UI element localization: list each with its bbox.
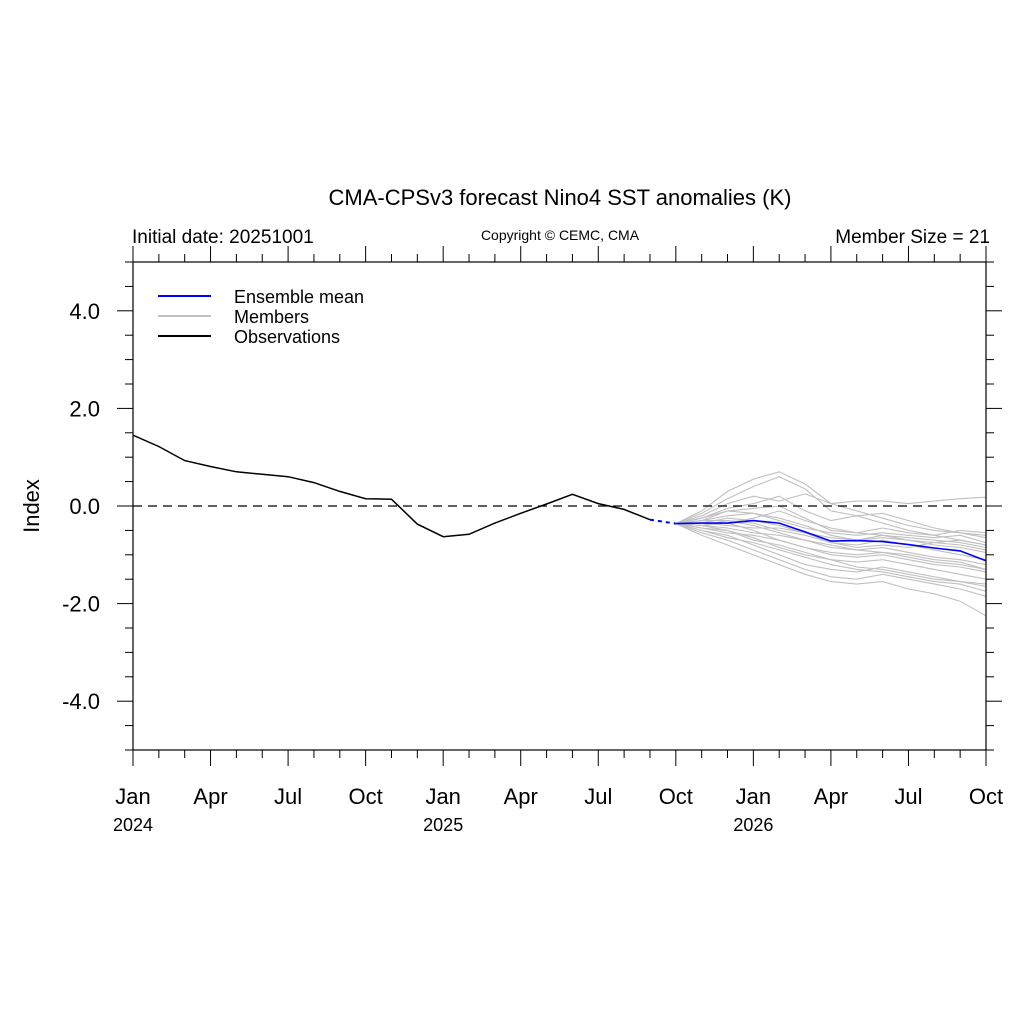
member-line-11 (675, 523, 987, 588)
x-tick-label: Apr (814, 784, 848, 809)
observation-link-line (649, 518, 676, 525)
chart-title: CMA-CPSv3 forecast Nino4 SST anomalies (… (329, 185, 792, 210)
observations-line (132, 434, 651, 538)
x-tick-label: Apr (504, 784, 538, 809)
copyright-label: Copyright © CEMC, CMA (481, 227, 640, 243)
legend-label: Observations (234, 327, 340, 347)
observations-layer (132, 434, 676, 538)
x-year-label: 2025 (423, 815, 463, 835)
member-line-17 (675, 522, 987, 553)
y-tick-label: 4.0 (69, 299, 100, 324)
x-tick-label: Jul (894, 784, 922, 809)
x-year-label: 2026 (733, 815, 773, 835)
members-layer (675, 471, 987, 617)
x-tick-label: Oct (349, 784, 383, 809)
member-line-13 (675, 523, 987, 617)
y-tick-label: -4.0 (62, 689, 100, 714)
legend-label: Ensemble mean (234, 287, 364, 307)
x-tick-label: Jan (115, 784, 150, 809)
y-tick-label: -2.0 (62, 592, 100, 617)
ensemble-mean-layer (675, 519, 987, 562)
member-size-label: Member Size = 21 (835, 227, 990, 248)
member-line-20 (675, 510, 987, 544)
x-tick-label: Apr (193, 784, 227, 809)
x-year-label: 2024 (113, 815, 153, 835)
member-line-15 (675, 523, 987, 570)
y-axis-label: Index (19, 479, 44, 533)
x-tick-label: Jan (736, 784, 771, 809)
member-line-16 (675, 523, 987, 570)
legend-label: Members (234, 307, 309, 327)
x-tick-label: Jan (425, 784, 460, 809)
initial-date-label: Initial date: 20251001 (132, 227, 314, 248)
x-tick-label: Oct (659, 784, 693, 809)
y-tick-label: 0.0 (69, 494, 100, 519)
axes-layer: 4.0 2.0 0.0 -2.0 -4.0 Jan Apr Jul Oct Jan Apr Jul Oc… (62, 246, 1003, 835)
member-line-18 (675, 520, 987, 549)
member-line-19 (675, 523, 987, 585)
member-line-12 (675, 523, 987, 597)
member-line-14 (675, 523, 987, 592)
y-tick-label: 2.0 (69, 396, 100, 421)
member-line-4 (675, 495, 987, 536)
ensemble-mean-line (675, 519, 987, 562)
x-tick-label: Oct (969, 784, 1003, 809)
x-tick-label: Jul (274, 784, 302, 809)
member-line-3 (675, 493, 987, 525)
x-tick-label: Jul (584, 784, 612, 809)
